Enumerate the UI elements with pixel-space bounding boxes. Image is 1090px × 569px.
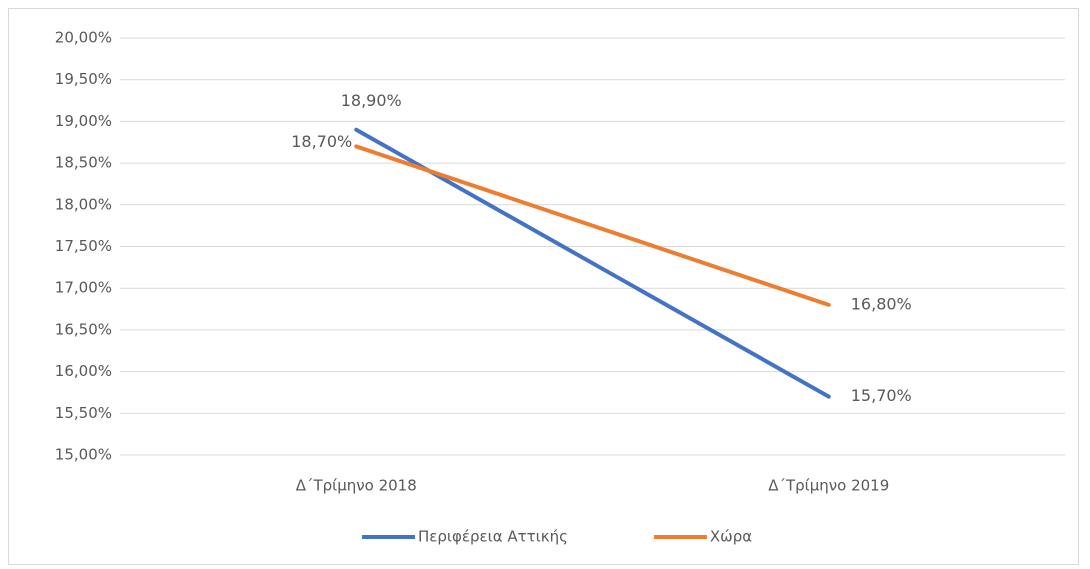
- y-tick-label: 19,00%: [55, 112, 112, 130]
- data-label: 18,70%: [291, 132, 352, 151]
- y-tick-label: 15,00%: [55, 446, 112, 464]
- y-tick-label: 16,00%: [55, 362, 112, 380]
- y-tick-label: 15,50%: [55, 404, 112, 422]
- legend-label: Χώρα: [710, 528, 752, 546]
- y-tick-label: 17,00%: [55, 279, 112, 297]
- y-tick-label: 19,50%: [55, 70, 112, 88]
- y-tick-label: 18,50%: [55, 154, 112, 172]
- data-label: 18,90%: [341, 91, 402, 110]
- series-line: [354, 144, 831, 307]
- x-tick-label: Δ΄Τρίμηνο 2018: [296, 477, 417, 495]
- y-tick-label: 16,50%: [55, 320, 112, 338]
- y-tick-label: 20,00%: [55, 29, 112, 47]
- data-label: 15,70%: [851, 386, 912, 405]
- chart-frame: [8, 8, 1079, 565]
- legend-label: Περιφέρεια Αττικής: [418, 528, 568, 546]
- data-label: 16,80%: [851, 294, 912, 313]
- y-tick-label: 17,50%: [55, 237, 112, 255]
- x-tick-label: Δ΄Τρίμηνο 2019: [768, 477, 889, 495]
- y-tick-label: 18,00%: [55, 195, 112, 213]
